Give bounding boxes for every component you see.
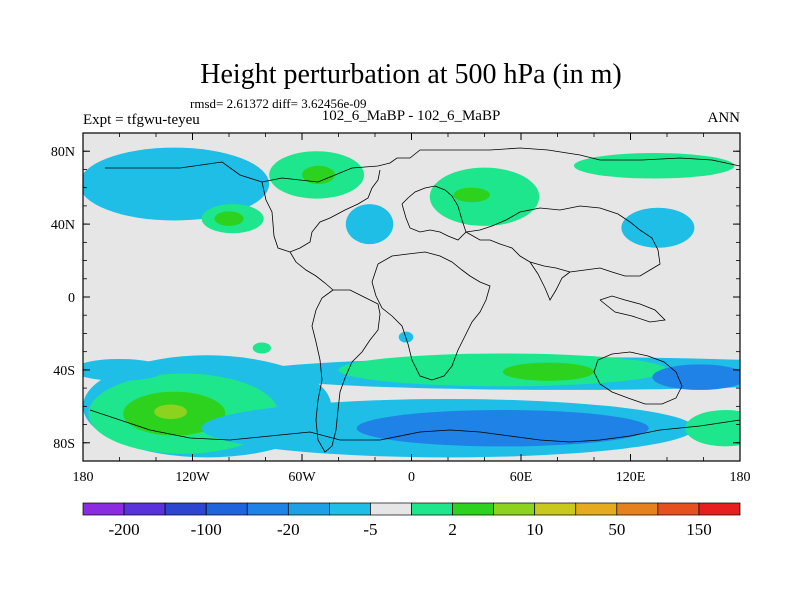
colorbar: -200 -100 -20 -5 2 10 50 150 [82, 502, 741, 539]
colorbar-swatch-10 [493, 502, 536, 516]
contour-region-24 [83, 358, 166, 381]
contour-region-21 [502, 362, 594, 381]
chart-title: Height perturbation at 500 hPa (in m) [200, 59, 621, 90]
contour-region-1 [83, 147, 270, 221]
contour-region-15 [154, 404, 188, 420]
contour-region-2 [345, 204, 394, 245]
left-label: Expt = tfgwu-teyeu [83, 112, 200, 128]
plot-area: 180 120W 60W 0 60E 120E 180 80N 40N 0 40S 80S [51, 132, 751, 485]
x-tick-label-4: 60E [510, 470, 533, 485]
x-tick-label-6: 180 [730, 470, 751, 485]
colorbar-swatch-13 [616, 502, 659, 516]
x-tick-label-5: 120E [616, 470, 646, 485]
colorbar-swatch-2 [164, 502, 207, 516]
contour-region-16 [252, 342, 271, 354]
colorbar-swatch-1 [123, 502, 166, 516]
contour-region-6 [214, 211, 244, 226]
colorbar-label-5: 10 [526, 520, 543, 539]
colorbar-label-2: -20 [277, 520, 300, 539]
x-tick-label-2: 60W [288, 470, 316, 485]
contour-region-20 [338, 353, 667, 387]
contour-region-22 [652, 364, 740, 390]
continent-outlines [89, 147, 740, 453]
colorbar-label-3: -5 [363, 520, 377, 539]
colorbar-label-4: 2 [448, 520, 457, 539]
colorbar-swatch-12 [575, 502, 618, 516]
x-tick-label-0: 180 [73, 470, 94, 485]
colorbar-swatch-3 [205, 502, 248, 516]
contour-regions [83, 147, 740, 458]
colorbar-swatch-14 [657, 502, 700, 516]
right-label: ANN [708, 110, 741, 126]
colorbar-swatch-7 [370, 502, 412, 516]
colorbar-swatch-5 [287, 502, 330, 516]
coast-antarctica [89, 409, 740, 443]
colorbar-swatch-9 [452, 502, 494, 516]
coast-australia [593, 351, 683, 405]
colorbar-swatch-11 [534, 502, 577, 516]
coast-asia [465, 205, 661, 277]
colorbar-label-0: -200 [108, 520, 139, 539]
x-tick-label-3: 0 [408, 470, 415, 485]
x-tick-label-1: 120W [175, 470, 210, 485]
colorbar-swatch-4 [246, 502, 289, 516]
coast-north-america-east [261, 169, 381, 253]
contour-region-11 [573, 153, 735, 179]
y-tick-label-2: 0 [68, 291, 75, 306]
contour-region-18 [356, 409, 649, 447]
coast-south-america [311, 289, 381, 453]
colorbar-swatch-15 [698, 502, 741, 516]
colorbar-label-7: 150 [686, 520, 712, 539]
coast-india [529, 261, 571, 301]
coast-indonesia [599, 295, 666, 323]
contour-region-3 [621, 207, 695, 248]
coast-africa [371, 251, 491, 381]
axes: 180 120W 60W 0 60E 120E 180 80N 40N 0 40S 80S [51, 133, 751, 485]
contour-region-23 [685, 409, 740, 447]
y-tick-label-1: 40N [51, 218, 75, 233]
colorbar-swatch-8 [411, 502, 453, 516]
coast-north-america [105, 147, 740, 183]
y-tick-label-3: 40S [53, 364, 75, 379]
colorbar-label-6: 50 [608, 520, 625, 539]
stats-line: rmsd= 2.61372 diff= 3.62456e-09 [190, 96, 367, 111]
center-label: 102_6_MaBP - 102_6_MaBP [322, 108, 501, 124]
coast-europe [401, 185, 467, 241]
y-tick-label-4: 80S [53, 437, 75, 452]
contour-region-8 [302, 165, 335, 185]
colorbar-swatch-6 [329, 502, 371, 516]
colorbar-swatch-0 [82, 502, 125, 516]
contour-region-10 [453, 187, 490, 203]
y-tick-label-0: 80N [51, 145, 75, 160]
colorbar-label-1: -100 [191, 520, 222, 539]
coast-central-america [289, 251, 334, 291]
